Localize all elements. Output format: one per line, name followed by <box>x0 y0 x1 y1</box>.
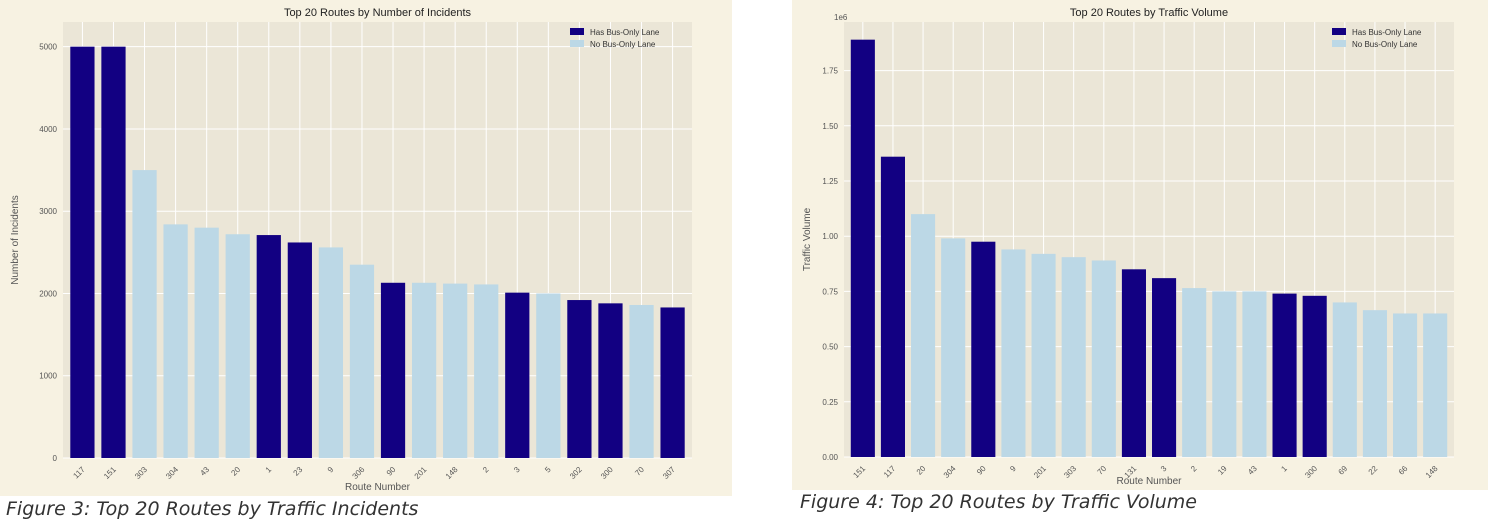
bar-route-2 <box>1182 288 1207 457</box>
y-axis-label: Traffic Volume <box>802 207 813 271</box>
x-tick-label: 3 <box>1159 464 1169 474</box>
legend-swatch <box>1332 40 1346 47</box>
incidents-chart-panel: 0 1000 2000 3000 4000 5000 117 151 303 304 43 20 1 23… <box>0 0 732 496</box>
legend-swatch <box>570 28 584 35</box>
y-tick-label: 0.75 <box>822 287 838 296</box>
bar-route-201 <box>1031 253 1056 457</box>
bar-route-201 <box>411 282 437 458</box>
y-tick-label: 1000 <box>39 372 57 381</box>
legend-label: Has Bus-Only Lane <box>590 28 660 37</box>
chart-title: Top 20 Routes by Traffic Volume <box>1070 7 1228 19</box>
bar-route-117 <box>70 46 95 458</box>
y-tick-label: 3000 <box>39 207 57 216</box>
bar-route-302 <box>567 300 592 458</box>
bar-route-148 <box>1423 313 1448 457</box>
bar-route-303 <box>1061 257 1086 457</box>
bar-route-5 <box>536 293 561 458</box>
y-tick-label: 2000 <box>39 289 57 298</box>
bar-route-303 <box>132 170 157 458</box>
bar-route-20 <box>225 234 250 458</box>
y-tick-label: 0.00 <box>822 453 838 462</box>
y-tick-label: 1.00 <box>822 232 838 241</box>
plot-area <box>844 22 1454 457</box>
legend-label: Has Bus-Only Lane <box>1352 28 1422 37</box>
bar-route-3 <box>1152 278 1177 457</box>
x-axis-label: Route Number <box>345 482 411 493</box>
y-axis-label: Number of Incidents <box>10 195 21 285</box>
bar-route-43 <box>1242 291 1267 457</box>
bar-route-300 <box>1302 295 1327 457</box>
x-axis-label: Route Number <box>1116 476 1182 487</box>
y-tick-label: 4000 <box>39 125 57 134</box>
figure-3-caption: Figure 3: Top 20 Routes by Traffic Incid… <box>6 498 419 520</box>
x-tick-label: 9 <box>326 465 336 475</box>
plot-area <box>63 22 692 458</box>
legend-swatch <box>1332 28 1346 35</box>
bar-route-304 <box>163 224 188 458</box>
legend-label: No Bus-Only Lane <box>590 40 656 49</box>
bar-route-9 <box>1001 249 1026 457</box>
x-tick-label: 1 <box>264 465 274 475</box>
bar-route-148 <box>443 283 468 458</box>
bar-route-43 <box>194 227 219 458</box>
y-tick-label: 0 <box>53 454 58 463</box>
bar-route-66 <box>1393 313 1418 457</box>
bar-route-300 <box>598 303 623 458</box>
bar-route-306 <box>349 264 375 458</box>
chart-title: Top 20 Routes by Number of Incidents <box>284 7 472 19</box>
x-tick-label: 5 <box>543 465 553 475</box>
bar-route-9 <box>318 247 344 458</box>
y-tick-label: 0.25 <box>822 398 838 407</box>
y-tick-label: 1.75 <box>822 67 838 76</box>
bar-route-1 <box>1272 293 1297 457</box>
bar-route-3 <box>505 292 530 458</box>
y-tick-label: 1.50 <box>822 122 838 131</box>
legend-label: No Bus-Only Lane <box>1352 40 1418 49</box>
x-tick-label: 2 <box>481 465 491 475</box>
bar-route-151 <box>850 39 875 457</box>
bar-route-90 <box>380 282 406 458</box>
traffic-volume-chart-panel: 0.00 0.25 0.50 0.75 1.00 1.25 1.50 1.75 151 117 20… <box>792 0 1488 490</box>
y-tick-label: 5000 <box>39 43 57 52</box>
bar-route-23 <box>287 242 312 458</box>
bar-route-131 <box>1121 269 1146 457</box>
bar-route-69 <box>1332 302 1357 457</box>
y-axis-offset-label: 1e6 <box>834 13 848 22</box>
y-tick-label: 0.50 <box>822 343 838 352</box>
bar-route-22 <box>1362 310 1387 457</box>
x-tick-label: 2 <box>1189 464 1199 474</box>
x-tick-label: 3 <box>512 465 522 475</box>
figure-4-caption: Figure 4: Top 20 Routes by Traffic Volum… <box>800 491 1197 513</box>
bar-route-19 <box>1212 291 1237 457</box>
bar-route-151 <box>101 46 126 458</box>
bar-route-304 <box>941 238 966 457</box>
x-tick-label: 1 <box>1279 464 1289 474</box>
bar-route-90 <box>971 241 996 457</box>
bar-route-20 <box>911 214 936 457</box>
bar-route-117 <box>880 156 905 457</box>
bar-route-70 <box>1091 260 1116 457</box>
legend-swatch <box>570 40 584 47</box>
y-tick-label: 1.25 <box>822 177 838 186</box>
bar-route-2 <box>474 284 499 458</box>
bar-route-307 <box>660 307 685 458</box>
x-tick-label: 9 <box>1008 464 1018 474</box>
bar-route-1 <box>256 235 281 458</box>
bar-route-70 <box>629 304 654 458</box>
